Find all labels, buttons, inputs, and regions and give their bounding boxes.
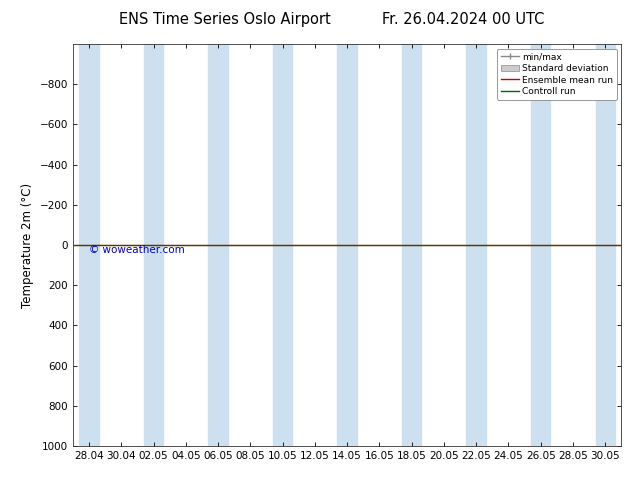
Bar (79, 44, 99, 446)
Text: ENS Time Series Oslo Airport: ENS Time Series Oslo Airport (119, 12, 331, 27)
Y-axis label: Temperature 2m (°C): Temperature 2m (°C) (21, 182, 34, 308)
Bar (467, 44, 486, 446)
Bar (531, 44, 550, 446)
Bar (402, 44, 422, 446)
Bar (209, 44, 228, 446)
Bar (595, 44, 615, 446)
Bar (144, 44, 163, 446)
Legend: min/max, Standard deviation, Ensemble mean run, Controll run: min/max, Standard deviation, Ensemble me… (497, 49, 617, 100)
Bar (337, 44, 357, 446)
Bar (273, 44, 292, 446)
Text: © woweather.com: © woweather.com (89, 245, 185, 255)
Text: Fr. 26.04.2024 00 UTC: Fr. 26.04.2024 00 UTC (382, 12, 544, 27)
